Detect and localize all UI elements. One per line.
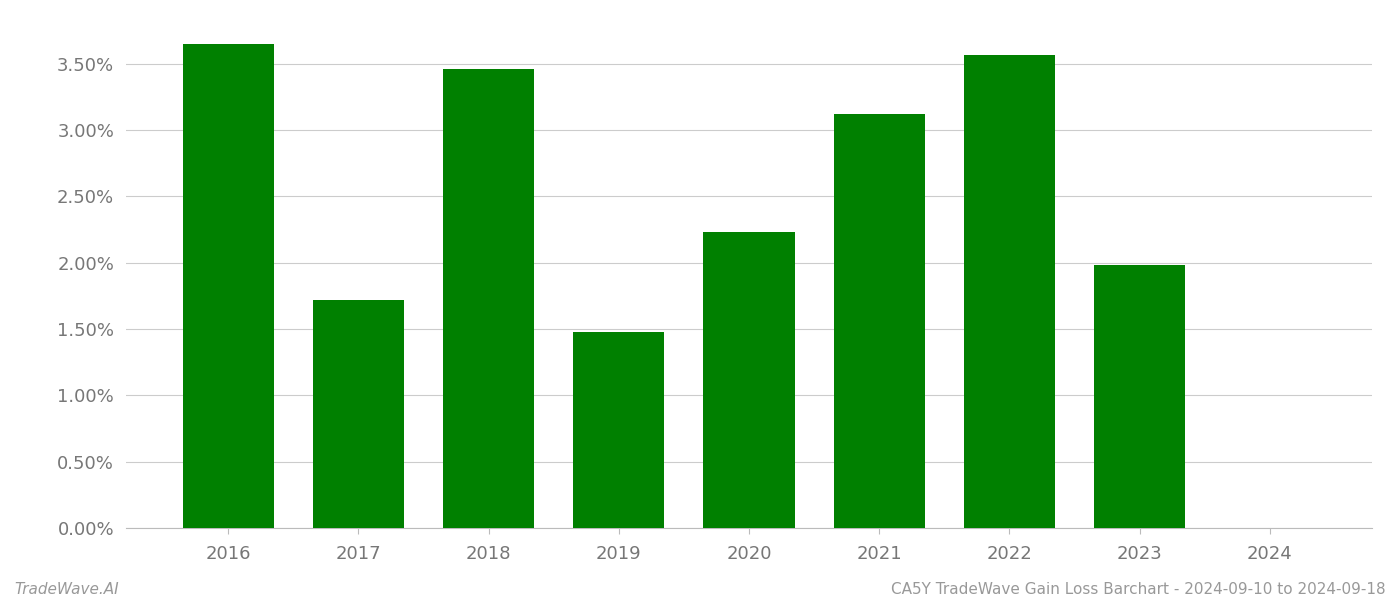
Bar	[182, 44, 274, 528]
Text: CA5Y TradeWave Gain Loss Barchart - 2024-09-10 to 2024-09-18: CA5Y TradeWave Gain Loss Barchart - 2024…	[892, 582, 1386, 597]
Bar	[703, 232, 795, 528]
Text: TradeWave.AI: TradeWave.AI	[14, 582, 119, 597]
Bar	[963, 55, 1056, 528]
Bar	[1093, 265, 1186, 528]
Bar	[833, 114, 925, 528]
Bar	[442, 69, 535, 528]
Bar	[573, 332, 665, 528]
Bar	[312, 300, 405, 528]
